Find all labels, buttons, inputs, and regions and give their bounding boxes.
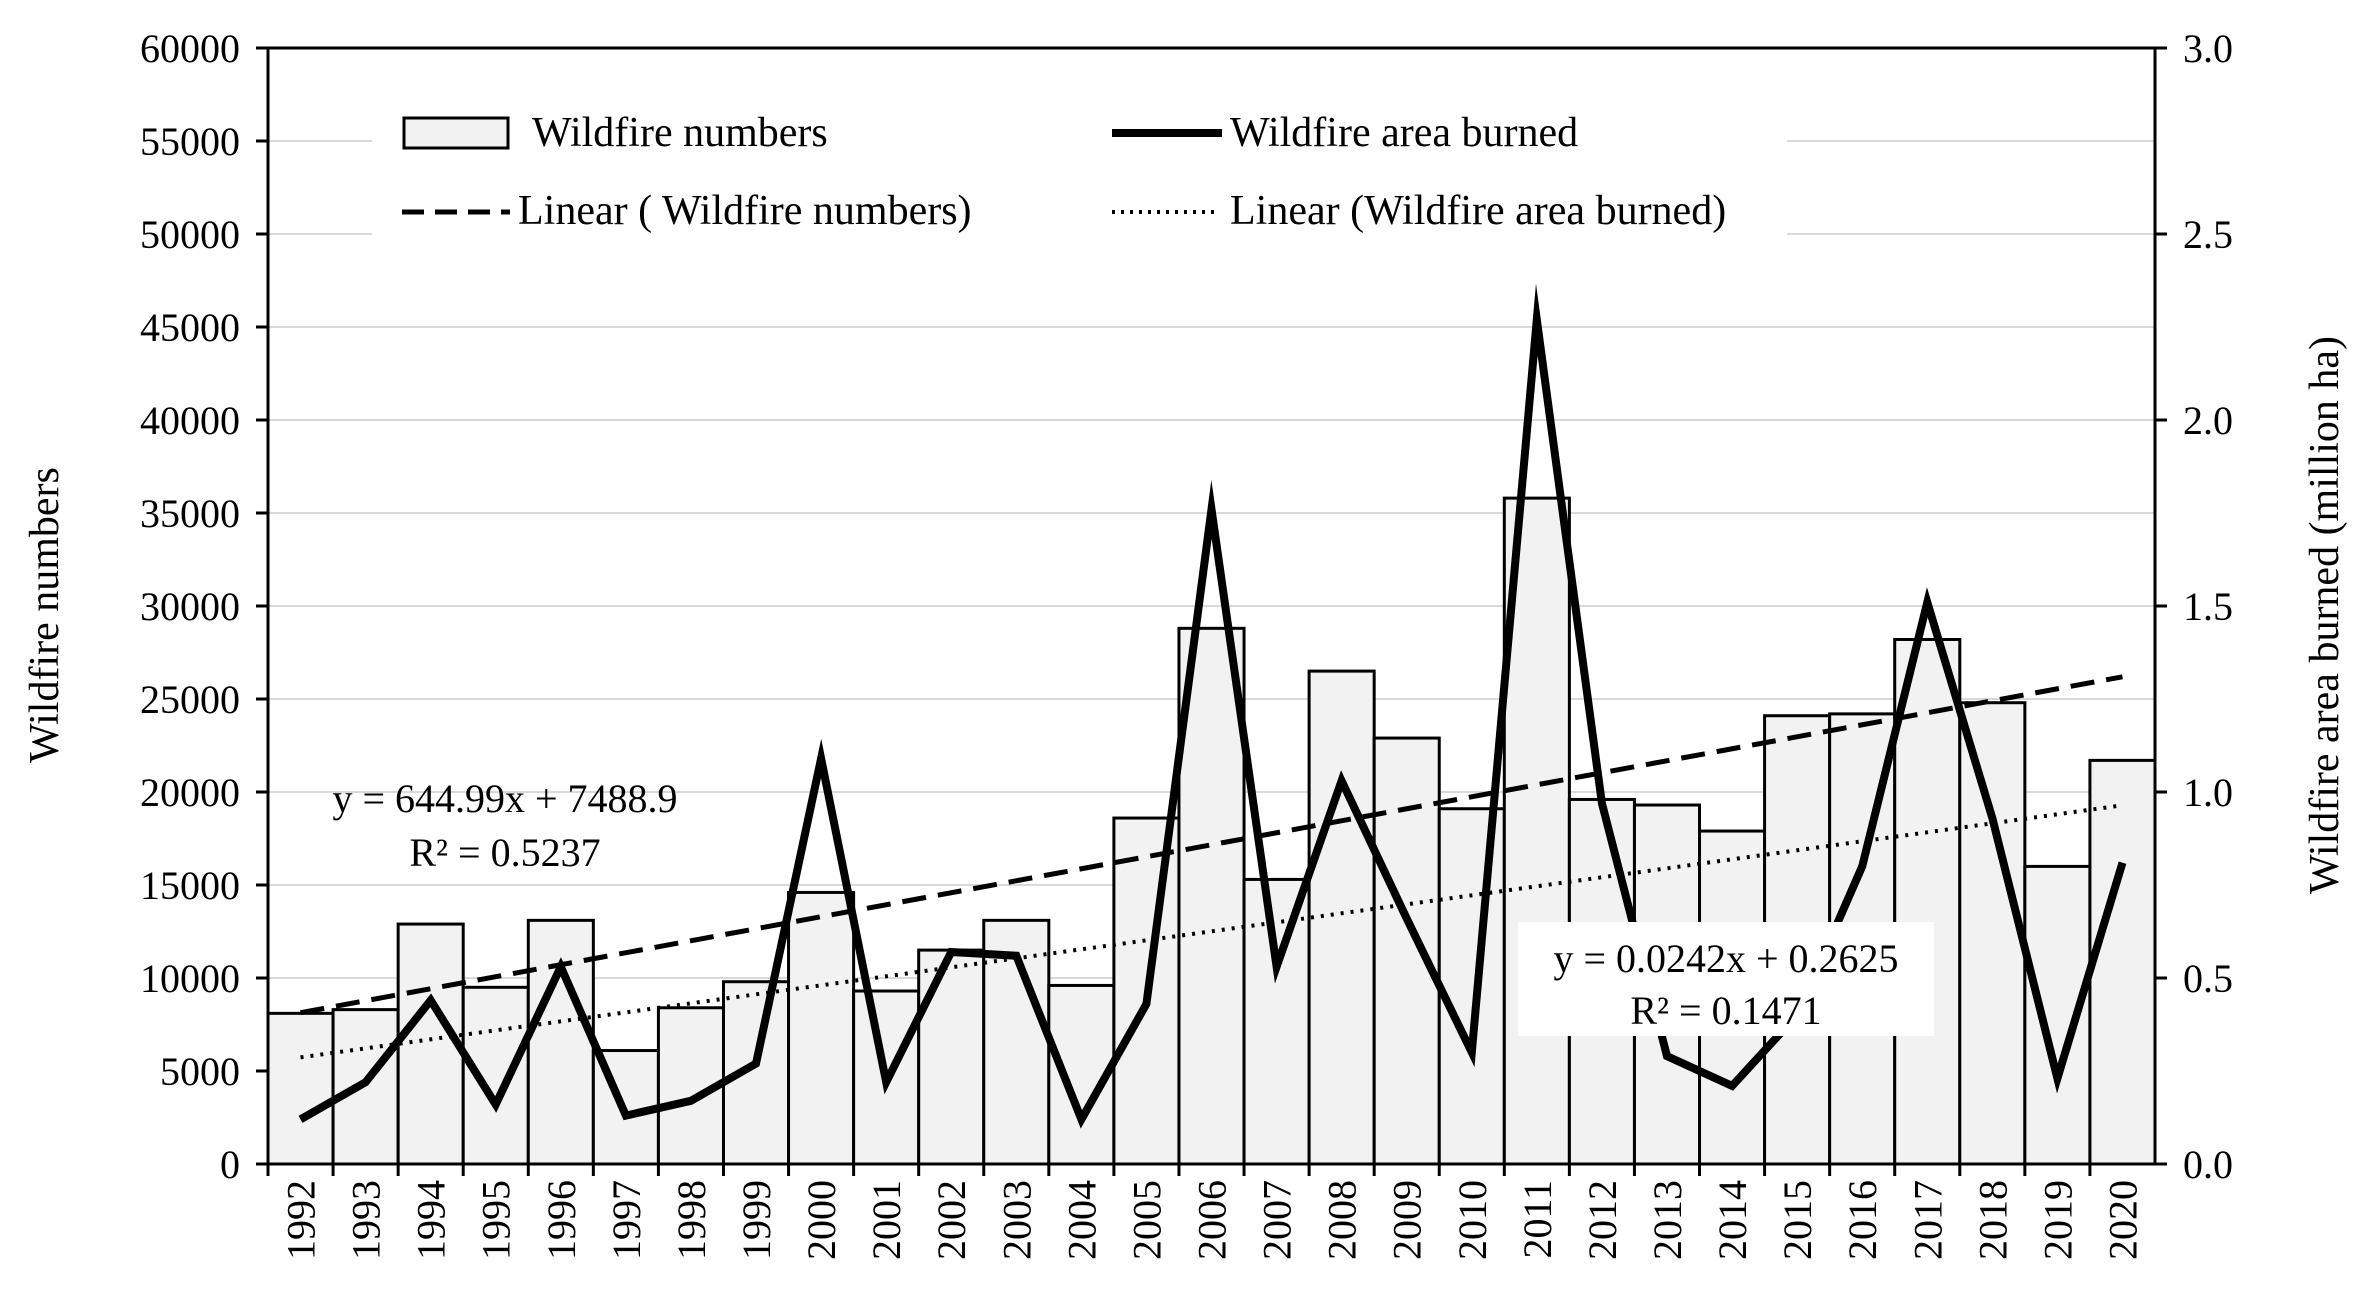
x-tick-label: 2004 (1059, 1180, 1104, 1260)
y-tick-label: 55000 (140, 119, 240, 164)
y-tick-label: 10000 (140, 956, 240, 1001)
bar (1242, 877, 1311, 1166)
numbers-trend-equation: y = 644.99x + 7488.9 (332, 776, 677, 821)
trendline-area (300, 803, 2123, 1060)
numbers-trend-annotation: y = 644.99x + 7488.9 R² = 0.5237 (332, 776, 677, 875)
y2-tick-label: 0.0 (2183, 1142, 2233, 1187)
y-tick-label: 50000 (140, 212, 240, 257)
bar (787, 890, 856, 1166)
x-tick-label: 1998 (669, 1180, 714, 1260)
x-tick-label: 2010 (1450, 1180, 1495, 1260)
tick-labels: 0 5000 10000 15000 20000 25000 30000 35000 40000… (140, 26, 2233, 1260)
x-tick-label: 2005 (1124, 1180, 1169, 1260)
legend-label-trend-numbers: Linear ( Wildfire numbers) (518, 188, 972, 234)
x-tick-label: 2003 (994, 1180, 1039, 1260)
y-tick-label: 30000 (140, 584, 240, 629)
y-axis-title: Wildfire numbers (22, 467, 68, 763)
legend-bar-swatch (402, 116, 510, 150)
y-tick-label: 60000 (140, 26, 240, 71)
x-tick-label: 2001 (864, 1180, 909, 1260)
y-tick-label: 25000 (140, 677, 240, 722)
x-tick-label: 2011 (1515, 1180, 1560, 1259)
x-tick-label: 2014 (1710, 1180, 1755, 1260)
x-tick-label: 2016 (1840, 1180, 1885, 1260)
bar (1958, 701, 2027, 1166)
y-tick-label: 15000 (140, 863, 240, 908)
numbers-trend-r2: R² = 0.5237 (409, 830, 600, 875)
x-tick-label: 1995 (474, 1180, 519, 1260)
x-tick-label: 1996 (539, 1180, 584, 1260)
x-tick-label: 2008 (1320, 1180, 1365, 1260)
y-tick-label: 5000 (160, 1049, 240, 1094)
bar (917, 948, 986, 1166)
y2-tick-label: 1.0 (2183, 770, 2233, 815)
bar (1893, 637, 1962, 1166)
x-tick-label: 2017 (1905, 1180, 1950, 1260)
bar (526, 918, 595, 1166)
x-tick-label: 2018 (1970, 1180, 2015, 1260)
x-tick-label: 2000 (799, 1180, 844, 1260)
x-tick-label: 1994 (409, 1180, 454, 1260)
y2-tick-label: 2.5 (2183, 212, 2233, 257)
bar (1307, 669, 1376, 1166)
y-tick-label: 40000 (140, 398, 240, 443)
area-trend-annotation-box (1518, 922, 1934, 1036)
x-tick-label: 2012 (1580, 1180, 1625, 1260)
axes (256, 46, 2167, 1176)
y-tick-label: 45000 (140, 305, 240, 350)
x-tick-label: 1999 (734, 1180, 779, 1260)
x-tick-label: 1993 (344, 1180, 389, 1260)
legend: Wildfire numbers Wildfire area burned Li… (372, 102, 1787, 242)
bar (1502, 496, 1571, 1166)
y2-axis-title: Wildfire area burned (million ha) (2302, 336, 2348, 894)
y2-tick-label: 3.0 (2183, 26, 2233, 71)
y2-tick-label: 2.0 (2183, 398, 2233, 443)
area-trend-equation: y = 0.0242x + 0.2625 (1553, 936, 1898, 981)
y-tick-label: 35000 (140, 491, 240, 536)
y-tick-label: 0 (220, 1142, 240, 1187)
x-tick-label: 2006 (1190, 1180, 1235, 1260)
x-tick-label: 1997 (604, 1180, 649, 1260)
bar (266, 1011, 335, 1166)
legend-label-area: Wildfire area burned (1230, 110, 1578, 156)
bar (2088, 758, 2157, 1166)
bar (1437, 807, 1506, 1166)
bar (331, 1008, 400, 1166)
x-tick-label: 2013 (1645, 1180, 1690, 1260)
legend-label-trend-area: Linear (Wildfire area burned) (1230, 188, 1726, 234)
area-trend-annotation: y = 0.0242x + 0.2625 R² = 0.1471 (1518, 922, 1934, 1036)
y2-tick-label: 1.5 (2183, 584, 2233, 629)
y2-tick-label: 0.5 (2183, 956, 2233, 1001)
bar (1372, 736, 1441, 1166)
bar (461, 985, 530, 1166)
x-tick-label: 2002 (929, 1180, 974, 1260)
legend-background (372, 102, 1787, 242)
x-tick-label: 2007 (1255, 1180, 1300, 1260)
y-tick-label: 20000 (140, 770, 240, 815)
x-tick-label: 2009 (1385, 1180, 1430, 1260)
x-tick-label: 2020 (2100, 1180, 2145, 1260)
area-trend-r2: R² = 0.1471 (1630, 988, 1821, 1033)
bar (656, 1006, 725, 1166)
x-tick-label: 1992 (279, 1180, 324, 1260)
x-tick-label: 2019 (2035, 1180, 2080, 1260)
trendline-numbers (300, 674, 2123, 1016)
x-tick-label: 2015 (1775, 1180, 1820, 1260)
trendlines (300, 674, 2123, 1060)
legend-label-numbers: Wildfire numbers (532, 110, 828, 156)
